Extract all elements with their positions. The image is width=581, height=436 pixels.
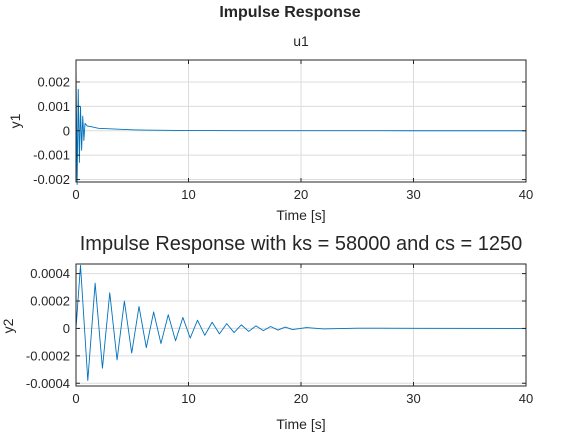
subplot-2-ytick-label-4: 0.0004 — [30, 266, 70, 281]
subplot-2-series-line-0 — [75, 264, 527, 381]
subplot-1-xtick-label-4: 40 — [519, 187, 533, 202]
subplot-2-ytick-label-1: -0.0002 — [26, 348, 70, 363]
subplot-1-series-group — [75, 64, 527, 185]
subplot-2-series-group — [75, 264, 527, 381]
subplot-2-ytick-label-0: -0.0004 — [26, 376, 70, 391]
subplot-2-title: Impulse Response with ks = 58000 and cs … — [80, 233, 523, 255]
subplot-1-xtick-label-0: 0 — [72, 187, 79, 202]
subplot-2-ylabel: y2 — [0, 318, 16, 333]
subplot-2-xlabel: Time [s] — [276, 416, 325, 432]
subplot-2-xtick-label-1: 10 — [181, 391, 195, 406]
subplot-1-ytick-label-3: 0.001 — [37, 99, 70, 114]
figure-title: Impulse Response — [219, 4, 360, 21]
subplot-2-xtick-label-2: 20 — [294, 391, 308, 406]
subplot-2-xtick-label-4: 40 — [519, 391, 533, 406]
subplot-1-ytick-label-2: 0 — [63, 123, 70, 138]
subplot-1-xtick-label-1: 10 — [181, 187, 195, 202]
subplot-1-ytick-label-4: 0.002 — [37, 74, 70, 89]
subplot-2-xtick-label-0: 0 — [72, 391, 79, 406]
subplot-1-ytick-label-0: -0.002 — [33, 172, 70, 187]
subplot-1-ytick-label-1: -0.001 — [33, 148, 70, 163]
subplot-2-ytick-label-3: 0.0002 — [30, 294, 70, 309]
subplot-1-xtick-label-2: 20 — [294, 187, 308, 202]
subplot-1-ticks: 0 10 20 30 40 -0.002 -0.001 0 0.001 0.002 — [33, 60, 533, 202]
subplot-1-ylabel: y1 — [7, 113, 23, 128]
subplot-1-title: u1 — [293, 33, 309, 49]
subplot-2: Impulse Response with ks = 58000 and cs … — [0, 233, 533, 432]
subplot-2-ticks: 0 10 20 30 40 -0.0004 -0.0002 0 0.0002 0.0004 — [26, 264, 533, 406]
subplot-1: u1 0 10 20 30 40 -0.002 -0.001 0 0.001 0.002 Time… — [7, 33, 533, 223]
subplot-2-xtick-label-3: 30 — [406, 391, 420, 406]
subplot-2-ytick-label-2: 0 — [63, 321, 70, 336]
subplot-1-series-line-0 — [75, 64, 527, 185]
subplot-1-xtick-label-3: 30 — [406, 187, 420, 202]
subplot-1-xlabel: Time [s] — [276, 207, 325, 223]
